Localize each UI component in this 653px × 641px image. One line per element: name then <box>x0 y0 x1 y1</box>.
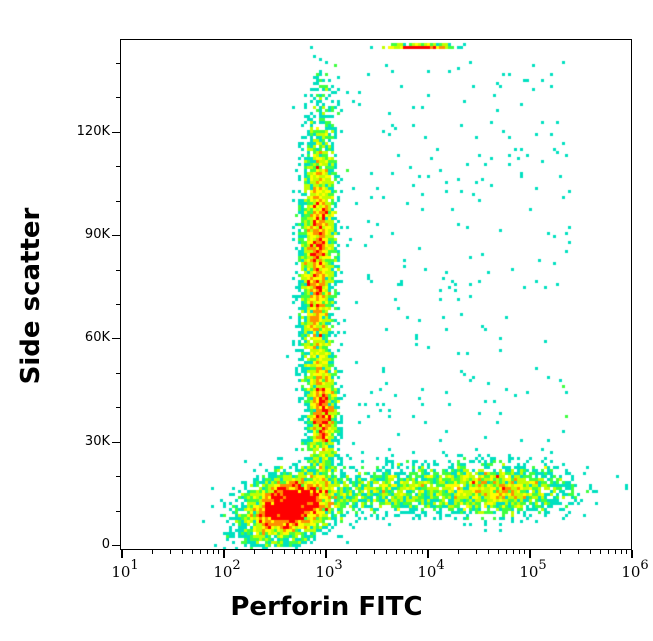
x-minor-tick <box>422 550 423 554</box>
x-tick-base: 10 <box>213 563 233 581</box>
y-major-tick <box>112 442 120 443</box>
x-minor-tick <box>207 550 208 554</box>
y-major-tick <box>112 235 120 236</box>
x-minor-tick <box>621 550 622 554</box>
x-major-tick <box>529 550 531 558</box>
y-tick-label: 30K <box>84 434 110 449</box>
x-minor-tick <box>356 550 357 554</box>
y-minor-tick <box>116 373 120 374</box>
y-major-tick <box>112 338 120 339</box>
density-scatter-area <box>121 40 631 549</box>
y-minor-tick <box>116 63 120 64</box>
x-minor-tick <box>284 550 285 554</box>
x-minor-tick <box>626 550 627 554</box>
x-minor-tick <box>600 550 601 554</box>
y-tick-label: 0 <box>101 537 110 552</box>
x-tick-base: 10 <box>417 563 437 581</box>
x-minor-tick <box>417 550 418 554</box>
x-minor-tick <box>192 550 193 554</box>
x-minor-tick <box>272 550 273 554</box>
x-minor-tick <box>386 550 387 554</box>
plot-frame <box>120 39 632 550</box>
x-tick-exponent: 3 <box>334 558 343 573</box>
x-minor-tick <box>488 550 489 554</box>
y-minor-tick <box>116 97 120 98</box>
y-tick-label: 60K <box>84 330 110 345</box>
y-major-tick <box>112 545 120 546</box>
x-minor-tick <box>374 550 375 554</box>
x-major-tick <box>223 550 225 558</box>
x-minor-tick <box>170 550 171 554</box>
x-minor-tick <box>302 550 303 554</box>
x-major-tick <box>121 550 123 558</box>
x-minor-tick <box>294 550 295 554</box>
x-tick-base: 10 <box>315 563 335 581</box>
x-minor-tick <box>396 550 397 554</box>
x-minor-tick <box>578 550 579 554</box>
x-minor-tick <box>560 550 561 554</box>
x-tick-label: 104 <box>417 558 445 581</box>
y-major-tick <box>112 132 120 133</box>
x-tick-exponent: 1 <box>130 558 139 573</box>
x-minor-tick <box>254 550 255 554</box>
x-minor-tick <box>513 550 514 554</box>
x-minor-tick <box>218 550 219 554</box>
y-minor-tick <box>116 270 120 271</box>
y-minor-tick <box>116 476 120 477</box>
x-minor-tick <box>309 550 310 554</box>
x-tick-exponent: 5 <box>538 558 547 573</box>
x-minor-tick <box>476 550 477 554</box>
x-major-tick <box>427 550 429 558</box>
x-minor-tick <box>519 550 520 554</box>
x-tick-label: 105 <box>519 558 547 581</box>
x-major-tick <box>325 550 327 558</box>
x-minor-tick <box>411 550 412 554</box>
x-minor-tick <box>590 550 591 554</box>
y-minor-tick <box>116 511 120 512</box>
x-minor-tick <box>404 550 405 554</box>
y-axis-title: Side scatter <box>16 207 46 385</box>
y-minor-tick <box>116 166 120 167</box>
x-tick-base: 10 <box>111 563 131 581</box>
x-minor-tick <box>315 550 316 554</box>
x-tick-exponent: 4 <box>436 558 445 573</box>
x-tick-base: 10 <box>519 563 539 581</box>
x-axis-title: Perforin FITC <box>230 592 423 622</box>
x-tick-label: 106 <box>621 558 649 581</box>
x-tick-label: 102 <box>213 558 241 581</box>
x-tick-label: 101 <box>111 558 139 581</box>
y-minor-tick <box>116 407 120 408</box>
x-minor-tick <box>608 550 609 554</box>
x-minor-tick <box>498 550 499 554</box>
x-minor-tick <box>524 550 525 554</box>
x-tick-base: 10 <box>621 563 641 581</box>
y-tick-label: 90K <box>84 227 110 242</box>
y-tick-label: 120K <box>76 124 110 139</box>
x-minor-tick <box>200 550 201 554</box>
x-minor-tick <box>458 550 459 554</box>
x-tick-label: 103 <box>315 558 343 581</box>
x-minor-tick <box>152 550 153 554</box>
y-minor-tick <box>116 304 120 305</box>
x-minor-tick <box>506 550 507 554</box>
x-major-tick <box>631 550 633 558</box>
x-minor-tick <box>320 550 321 554</box>
x-tick-exponent: 2 <box>232 558 241 573</box>
x-minor-tick <box>615 550 616 554</box>
x-minor-tick <box>182 550 183 554</box>
x-minor-tick <box>213 550 214 554</box>
x-tick-exponent: 6 <box>640 558 649 573</box>
y-minor-tick <box>116 201 120 202</box>
